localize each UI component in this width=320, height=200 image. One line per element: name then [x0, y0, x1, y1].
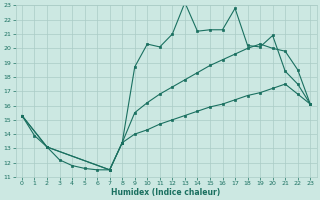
X-axis label: Humidex (Indice chaleur): Humidex (Indice chaleur)	[111, 188, 221, 197]
